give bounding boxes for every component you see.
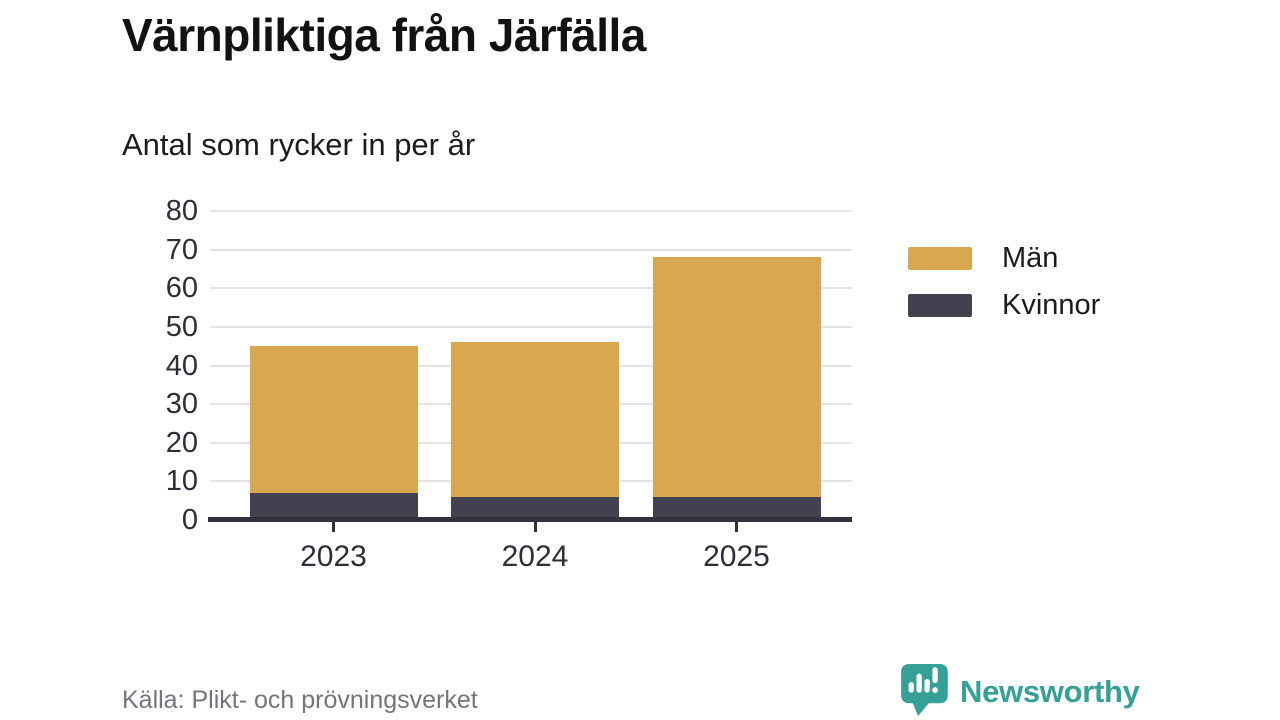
y-tick-label-70: 70 xyxy=(165,233,198,266)
y-tick-label-10: 10 xyxy=(165,465,198,498)
y-tick-label-80: 80 xyxy=(165,195,198,227)
chart-subtitle: Antal som rycker in per år xyxy=(122,127,476,162)
bar-segment-2024-män xyxy=(451,342,619,497)
y-tick-label-20: 20 xyxy=(165,426,198,459)
y-tick-label-0: 0 xyxy=(181,504,198,536)
page-title: Värnpliktiga från Järfälla xyxy=(122,9,646,61)
x-tick-label-2024: 2024 xyxy=(501,540,569,573)
speech-bubble-chart-icon xyxy=(901,664,948,716)
legend-item-men: Män xyxy=(908,241,1100,274)
y-tick-label-40: 40 xyxy=(165,349,198,382)
newsworthy-logo[interactable]: Newsworthy xyxy=(901,664,1140,717)
bar-segment-2023-män xyxy=(249,346,418,493)
x-tick-label-2025: 2025 xyxy=(703,540,770,573)
legend-item-women: Kvinnor xyxy=(908,288,1101,321)
x-axis-line xyxy=(208,517,852,522)
y-tick-label-60: 60 xyxy=(165,272,198,305)
x-tick-label-2023: 2023 xyxy=(300,540,367,573)
brand-wordmark: Newsworthy xyxy=(960,674,1140,709)
gridline-60 xyxy=(210,287,852,290)
bar-segment-2025-kvinnor xyxy=(652,496,821,517)
gridline-50 xyxy=(210,325,852,328)
bar-segment-2024-kvinnor xyxy=(451,496,619,517)
gridline-80 xyxy=(210,210,852,212)
legend-label-women: Kvinnor xyxy=(1002,288,1101,321)
x-tick-2023 xyxy=(332,521,335,532)
y-tick-label-30: 30 xyxy=(165,388,198,421)
legend-swatch-women xyxy=(908,293,972,317)
legend-swatch-men xyxy=(908,246,972,270)
y-tick-label-50: 50 xyxy=(165,310,198,343)
bar-segment-2025-män xyxy=(652,257,821,497)
x-tick-2025 xyxy=(735,521,738,532)
source-attribution: Källa: Plikt- och prövningsverket xyxy=(122,686,478,714)
chart-legend: Män Kvinnor xyxy=(908,241,1101,337)
x-tick-2024 xyxy=(533,521,537,532)
gridline-70 xyxy=(210,248,852,251)
bar-segment-2023-kvinnor xyxy=(249,492,418,517)
legend-label-men: Män xyxy=(1002,241,1059,274)
